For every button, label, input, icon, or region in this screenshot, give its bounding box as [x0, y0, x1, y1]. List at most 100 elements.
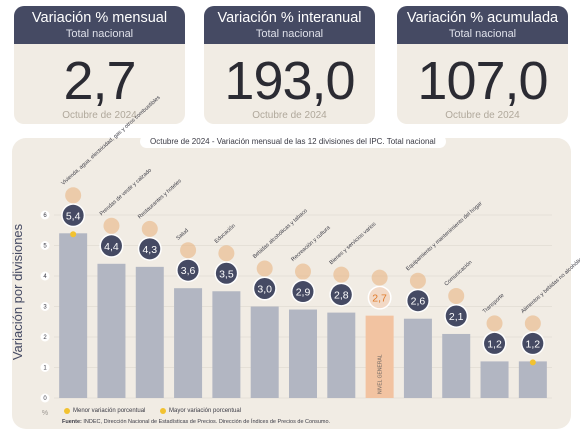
max-marker: [70, 231, 77, 238]
y-tick-marker: [40, 271, 50, 281]
bar: [135, 266, 164, 398]
kpi-date: Octubre de 2024: [445, 110, 520, 121]
kpi-title: Variación % acumulada: [406, 10, 559, 26]
value-label: 5,4: [66, 210, 81, 222]
value-badge: [522, 332, 544, 354]
book-icon: [218, 245, 235, 262]
category-label: Equipamiento y mantenimiento del hogar: [405, 201, 483, 272]
value-badge: [254, 278, 276, 299]
y-tick-marker: [40, 332, 50, 342]
source-note: Fuente: INDEC, Dirección Nacional de Est…: [62, 419, 330, 425]
value-label: 2,1: [449, 311, 464, 323]
bar: [250, 306, 279, 398]
bus-icon: [486, 315, 503, 332]
bar: [174, 288, 203, 398]
kpi-subtitle: Total nacional: [65, 28, 134, 40]
value-label: 2,7: [372, 293, 387, 305]
value-label: 1,2: [526, 338, 541, 350]
basket-icon: [371, 269, 388, 286]
category-label: Bienes y servicios varios: [329, 221, 378, 266]
y-tick-label: 1: [43, 366, 47, 372]
y-tick-marker: [40, 302, 50, 311]
value-label: 2,6: [411, 296, 426, 308]
legend-min-marker: [64, 408, 70, 414]
bar: [59, 233, 88, 398]
y-tick-marker: [40, 210, 50, 220]
kpi-title: Variación % mensual: [31, 10, 168, 26]
y-tick-marker: [40, 363, 50, 372]
restaurant-icon: [141, 220, 158, 237]
value-badge: [139, 238, 161, 260]
y-tick-label: 4: [43, 274, 47, 280]
source-text: INDEC, Dirección Nacional de Estadística…: [83, 419, 331, 425]
value-badge: [292, 281, 314, 303]
y-unit-label: %: [42, 410, 48, 417]
bar: [480, 361, 509, 398]
value-label: 1,2: [487, 338, 502, 350]
house-bulb-icon: [65, 187, 82, 204]
kpi-date: Octubre de 2024: [62, 110, 137, 121]
value-badge: [177, 259, 199, 281]
value-label: 3,0: [257, 284, 272, 296]
bar: [403, 318, 432, 398]
category-label: NIVEL GENERAL: [378, 354, 384, 394]
value-badge: [215, 262, 237, 284]
category-label: Educación: [214, 223, 237, 245]
y-tick-label: 3: [43, 305, 47, 311]
value-label: 4,3: [142, 244, 157, 256]
legend-max-marker: [160, 408, 166, 414]
lipstick-icon: [333, 266, 350, 283]
category-label: Salud: [175, 228, 189, 242]
kpi-interannual: Variación % interanual Total nacional 19…: [204, 6, 375, 124]
kpi-subtitle: Total nacional: [255, 28, 324, 40]
y-tick-label: 6: [43, 213, 47, 219]
category-label: Alimentos y bebidas no alcohólicas: [520, 253, 580, 315]
category-label: Recreación y cultura: [290, 224, 332, 263]
value-badge: [62, 204, 84, 226]
legend-min-label: Menor variación porcentual: [73, 408, 146, 414]
bicycle-icon: [295, 263, 311, 280]
category-label: Restaurantes y hoteles: [137, 178, 183, 220]
bar: [327, 312, 356, 398]
value-label: 2,9: [296, 287, 311, 299]
value-badge: [407, 290, 429, 312]
kpi-title: Variación % interanual: [217, 10, 362, 26]
phone-icon: [448, 287, 465, 304]
kpi-value: 2,7: [63, 51, 136, 111]
bar: [212, 291, 241, 398]
y-tick-label: 2: [43, 335, 47, 341]
min-marker: [529, 359, 536, 366]
kpi-subtitle: Total nacional: [448, 28, 517, 40]
y-tick-label: 5: [43, 244, 47, 250]
food-icon: [524, 315, 541, 332]
value-badge: [330, 284, 352, 306]
y-tick-marker: [40, 241, 50, 250]
health-cross-icon: [180, 242, 197, 259]
bar: [365, 315, 394, 398]
category-label: Transporte: [482, 293, 506, 315]
kpi-header: Variación % acumulada Total nacional: [397, 6, 568, 44]
legend-max-label: Mayor variación porcentual: [169, 408, 242, 414]
toolbox-icon: [409, 272, 426, 289]
kpi-header: Variación % interanual Total nacional: [204, 6, 375, 44]
category-label: Comunicación: [444, 260, 474, 288]
chart-title: Octubre de 2024 - Variación mensual de l…: [140, 135, 446, 148]
value-badge: [369, 287, 391, 309]
bar: [289, 309, 317, 398]
value-badge: [484, 332, 506, 354]
y-tick-marker: [40, 393, 50, 403]
value-label: 3,6: [181, 265, 196, 277]
kpi-date: Octubre de 2024: [252, 110, 327, 121]
value-label: 2,8: [334, 290, 349, 302]
tshirt-icon: [103, 217, 120, 234]
value-badge: [100, 235, 122, 257]
legend-min: Menor variación porcentual: [64, 408, 145, 414]
kpi-header: Variación % mensual Total nacional: [14, 6, 185, 44]
kpi-value: 107,0: [417, 51, 548, 111]
kpi-monthly: Variación % mensual Total nacional 2,7 O…: [14, 6, 185, 124]
value-badge: [445, 305, 467, 327]
value-label: 4,4: [104, 241, 119, 253]
value-label: 3,5: [219, 268, 234, 280]
kpi-value: 193,0: [224, 51, 355, 111]
